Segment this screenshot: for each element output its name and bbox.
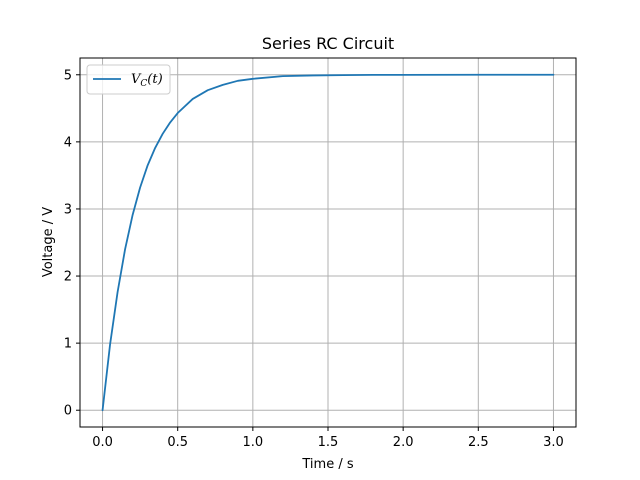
grid-layer: [80, 58, 576, 427]
x-tick-label: 3.0: [543, 435, 564, 450]
y-tick-label: 1: [64, 337, 72, 352]
x-tick-label: 0.5: [167, 435, 188, 450]
y-tick-label: 0: [64, 404, 72, 419]
x-axis-label: Time / s: [301, 457, 353, 472]
y-tick-label: 5: [64, 68, 72, 83]
chart-title: Series RC Circuit: [262, 34, 394, 53]
legend-label-main: V: [131, 72, 142, 87]
x-tick-label: 2.5: [468, 435, 489, 450]
y-axis-label: Voltage / V: [41, 207, 56, 277]
y-tick-label: 2: [64, 270, 72, 285]
y-tick-label: 4: [64, 135, 72, 150]
x-tick-label: 2.0: [393, 435, 414, 450]
series-layer: [101, 73, 555, 412]
x-tick-label: 1.5: [318, 435, 339, 450]
legend: VC(t): [86, 64, 171, 95]
legend-label-subscript: C: [140, 79, 147, 89]
x-tick-label: 1.0: [243, 435, 264, 450]
legend-label-argument: (t): [147, 72, 162, 87]
legend-box: [86, 64, 171, 95]
legend-label-vc: VC(t): [131, 72, 163, 89]
tick-layer: 0.0 0.5 1.0 1.5 2.0 2.5 3.0 0 1 2 3 4 5: [64, 68, 564, 450]
x-tick-label: 0.0: [92, 435, 113, 450]
series-line-vc: [101, 73, 555, 412]
y-tick-label: 3: [64, 202, 72, 217]
